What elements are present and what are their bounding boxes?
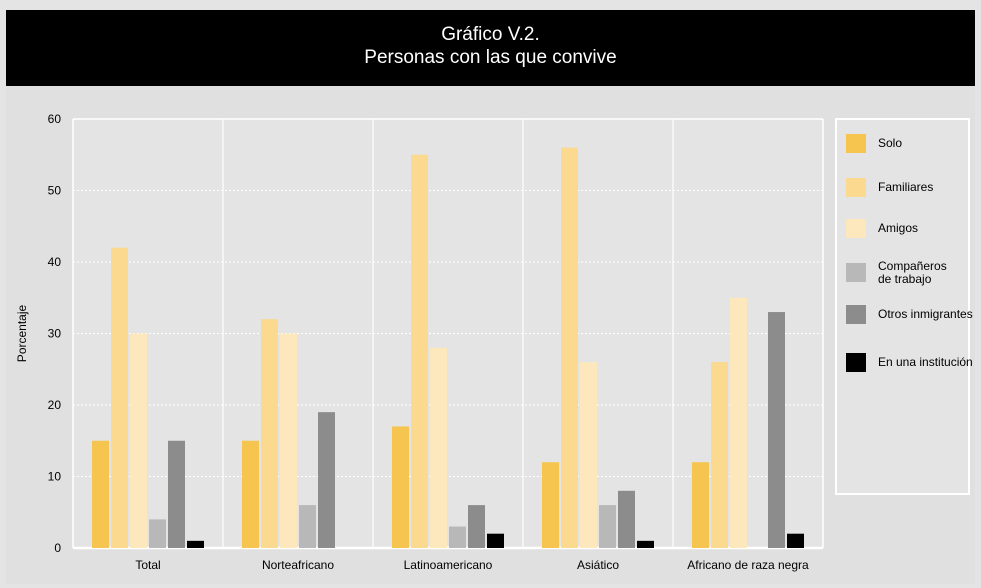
bar: [149, 519, 166, 548]
bar-chart: 0 10 20 30 40 50 60 Porcentaje Total Norteafrican…: [15, 112, 973, 572]
x-tick-label: Africano de raza negra: [687, 558, 809, 572]
y-tick-label: 10: [48, 470, 62, 484]
bar: [392, 426, 409, 548]
bar: [130, 333, 147, 548]
legend-swatch: [846, 134, 866, 153]
x-tick-label: Norteafricano: [262, 558, 334, 572]
legend-label: Compañeros de trabajo: [878, 259, 947, 286]
bar: [92, 440, 109, 548]
legend-swatch: [846, 219, 866, 238]
bar: [299, 505, 316, 548]
y-tick-label: 40: [48, 255, 62, 269]
x-tick-label: Total: [135, 558, 160, 572]
bar: [692, 462, 709, 548]
bar: [242, 440, 259, 548]
legend-swatch: [846, 263, 866, 282]
y-axis-label: Porcentaje: [15, 304, 29, 362]
bar: [261, 319, 278, 548]
bar: [599, 505, 616, 548]
bar: [318, 412, 335, 548]
bar: [711, 362, 728, 548]
bar: [411, 154, 428, 548]
chart-frame: Gráfico V.2. Personas con las que conviv…: [6, 10, 975, 584]
bar: [618, 490, 635, 548]
bar: [787, 533, 804, 548]
x-tick-label: Latinoamericano: [404, 558, 493, 572]
y-tick-label: 60: [48, 112, 62, 126]
bar: [187, 540, 204, 548]
bar: [637, 540, 654, 548]
chart-subtitle: Personas con las que convive: [364, 47, 617, 68]
y-tick-label: 50: [48, 184, 62, 198]
bar: [542, 462, 559, 548]
y-tick-label: 30: [48, 327, 62, 341]
y-tick-label: 0: [54, 541, 61, 555]
legend-label: Solo: [878, 136, 902, 150]
legend-label: En una institución: [878, 355, 973, 369]
bar: [768, 312, 785, 548]
legend-swatch: [846, 305, 866, 324]
bar: [449, 526, 466, 548]
legend-label: Otros inmigrantes: [878, 307, 973, 321]
chart-title-bar: Gráfico V.2. Personas con las que conviv…: [6, 10, 975, 86]
bar: [730, 297, 747, 548]
bar: [430, 347, 447, 548]
legend-swatch: [846, 178, 866, 197]
x-tick-label: Asiático: [577, 558, 619, 572]
bar: [468, 505, 485, 548]
bar: [280, 333, 297, 548]
bar: [168, 440, 185, 548]
legend-label: Amigos: [878, 221, 918, 235]
bar: [580, 362, 597, 548]
y-tick-label: 20: [48, 398, 62, 412]
bar: [561, 147, 578, 548]
legend-swatch: [846, 353, 866, 372]
legend-label: Familiares: [878, 180, 933, 194]
chart-title: Gráfico V.2.: [441, 24, 540, 45]
bar: [111, 247, 128, 548]
bar: [487, 533, 504, 548]
